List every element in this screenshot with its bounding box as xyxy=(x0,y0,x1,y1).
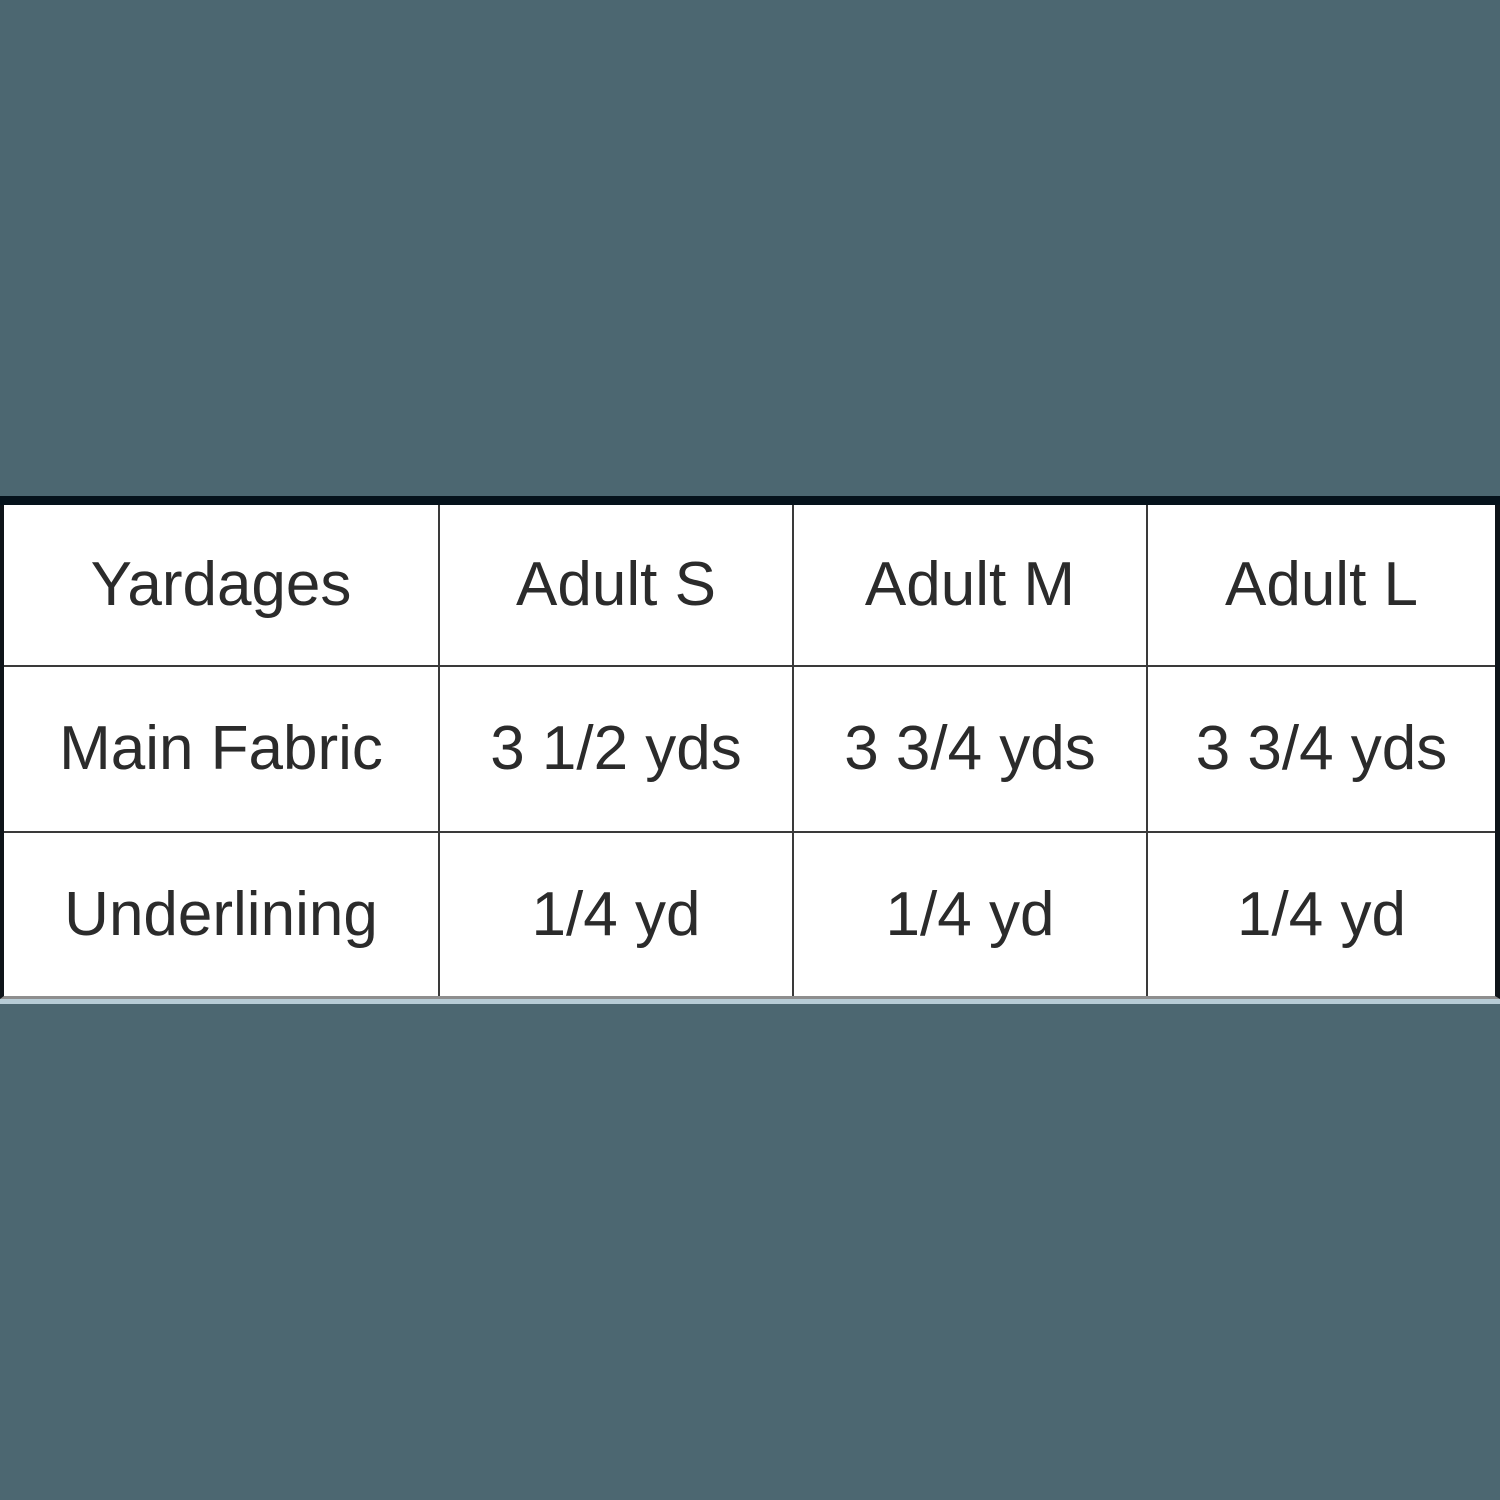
main-fabric-adult-l-value: 3 3/4 yds xyxy=(1148,667,1495,833)
header-cell-adult-m: Adult M xyxy=(794,505,1148,667)
yardage-table-band: Yardages Adult S Adult M Adult L Main Fa… xyxy=(0,496,1500,1004)
underlining-adult-m-value: 1/4 yd xyxy=(794,833,1148,996)
header-cell-adult-s: Adult S xyxy=(440,505,794,667)
underlining-adult-l-value: 1/4 yd xyxy=(1148,833,1495,996)
table-top-accent-bar xyxy=(0,496,1500,505)
underlining-adult-s-value: 1/4 yd xyxy=(440,833,794,996)
yardage-table-frame: Yardages Adult S Adult M Adult L Main Fa… xyxy=(0,505,1500,999)
row-label-underlining: Underlining xyxy=(4,833,440,996)
main-fabric-adult-m-value: 3 3/4 yds xyxy=(794,667,1148,833)
row-label-main-fabric: Main Fabric xyxy=(4,667,440,833)
main-fabric-adult-s-value: 3 1/2 yds xyxy=(440,667,794,833)
header-cell-adult-l: Adult L xyxy=(1148,505,1495,667)
header-cell-yardages: Yardages xyxy=(4,505,440,667)
yardage-table: Yardages Adult S Adult M Adult L Main Fa… xyxy=(4,505,1495,996)
table-bottom-highlight-strip xyxy=(0,999,1500,1004)
